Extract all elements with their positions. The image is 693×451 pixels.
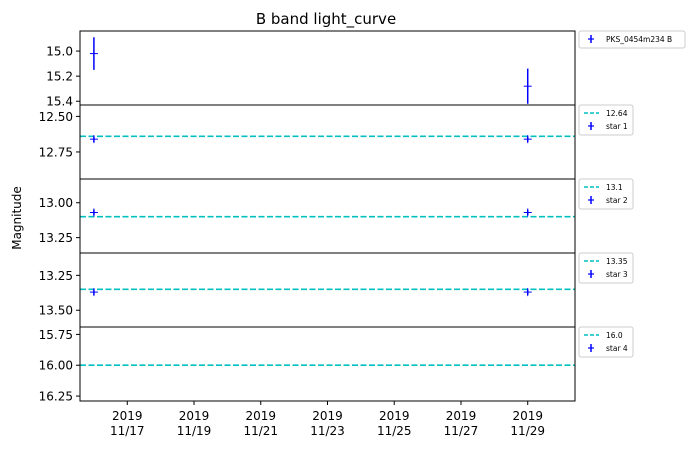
y-tick-label: 16.00	[39, 359, 73, 373]
x-tick-label-date: 11/19	[177, 424, 212, 438]
x-tick-label-year: 2019	[112, 409, 143, 423]
data-point	[523, 288, 532, 297]
data-point	[523, 68, 532, 104]
legend-series-label: star 4	[606, 344, 628, 353]
data-point	[89, 135, 98, 144]
y-axis-label: Magnitude	[10, 186, 24, 250]
legend-series-label: star 1	[606, 122, 628, 131]
y-tick-label: 13.50	[39, 304, 73, 318]
panel-5: 15.75 16.00 16.25	[39, 326, 576, 404]
x-tick-label-year: 2019	[512, 409, 543, 423]
legend-series-label: star 3	[606, 270, 628, 279]
legend-4: 13.35 star 3	[578, 252, 634, 284]
x-tick-label-year: 2019	[446, 409, 477, 423]
data-point	[523, 135, 532, 144]
data-point	[89, 288, 98, 297]
x-tick-label-date: 11/17	[110, 424, 145, 438]
chart-title: B band light_curve	[256, 10, 396, 29]
x-tick-label-year: 2019	[179, 409, 210, 423]
legend-2: 12.64 star 1	[578, 104, 634, 136]
legend-5: 16.0 star 4	[578, 326, 634, 358]
legend-reference-label: 13.35	[606, 257, 628, 266]
panel-1: 15.0 15.2 15.4	[46, 30, 576, 109]
legend-series-label: PKS_0454m234 B	[606, 35, 672, 44]
panels: 15.015.215.412.5012.7513.0013.2513.2513.…	[39, 30, 576, 404]
panel-4: 13.25 13.50	[39, 252, 576, 328]
data-point	[89, 208, 98, 217]
data-point	[89, 37, 98, 70]
x-tick-label-date: 11/27	[444, 424, 479, 438]
y-tick-label: 13.00	[39, 196, 73, 210]
y-tick-label: 15.2	[46, 70, 73, 84]
y-tick-label: 15.0	[46, 45, 73, 59]
legend-reference-label: 13.1	[606, 183, 623, 192]
y-tick-label: 15.4	[46, 95, 73, 109]
y-tick-label: 12.50	[39, 110, 73, 124]
x-tick-label-date: 11/25	[377, 424, 412, 438]
y-tick-label: 13.25	[39, 231, 73, 245]
legend-1: PKS_0454m234 B	[578, 30, 686, 49]
x-tick-label-year: 2019	[245, 409, 276, 423]
legend-reference-label: 12.64	[606, 109, 628, 118]
legend-3: 13.1 star 2	[578, 178, 634, 210]
x-axis: 201911/17201911/19201911/21201911/232019…	[110, 401, 545, 438]
legends: PKS_0454m234 B 12.64 star 1 13.1 star 2 13.35…	[578, 30, 686, 358]
legend-series-label: star 2	[606, 196, 628, 205]
x-tick-label-date: 11/29	[510, 424, 545, 438]
legend-box	[578, 30, 686, 49]
x-tick-label-year: 2019	[379, 409, 410, 423]
x-tick-label-date: 11/21	[243, 424, 278, 438]
y-tick-label: 15.75	[39, 328, 73, 342]
y-tick-label: 16.25	[39, 390, 73, 404]
data-point	[523, 208, 532, 217]
y-tick-label: 12.75	[39, 145, 73, 159]
x-tick-label-date: 11/23	[310, 424, 345, 438]
x-tick-label-year: 2019	[312, 409, 343, 423]
legend-reference-label: 16.0	[606, 331, 623, 340]
y-tick-label: 13.25	[39, 269, 73, 283]
